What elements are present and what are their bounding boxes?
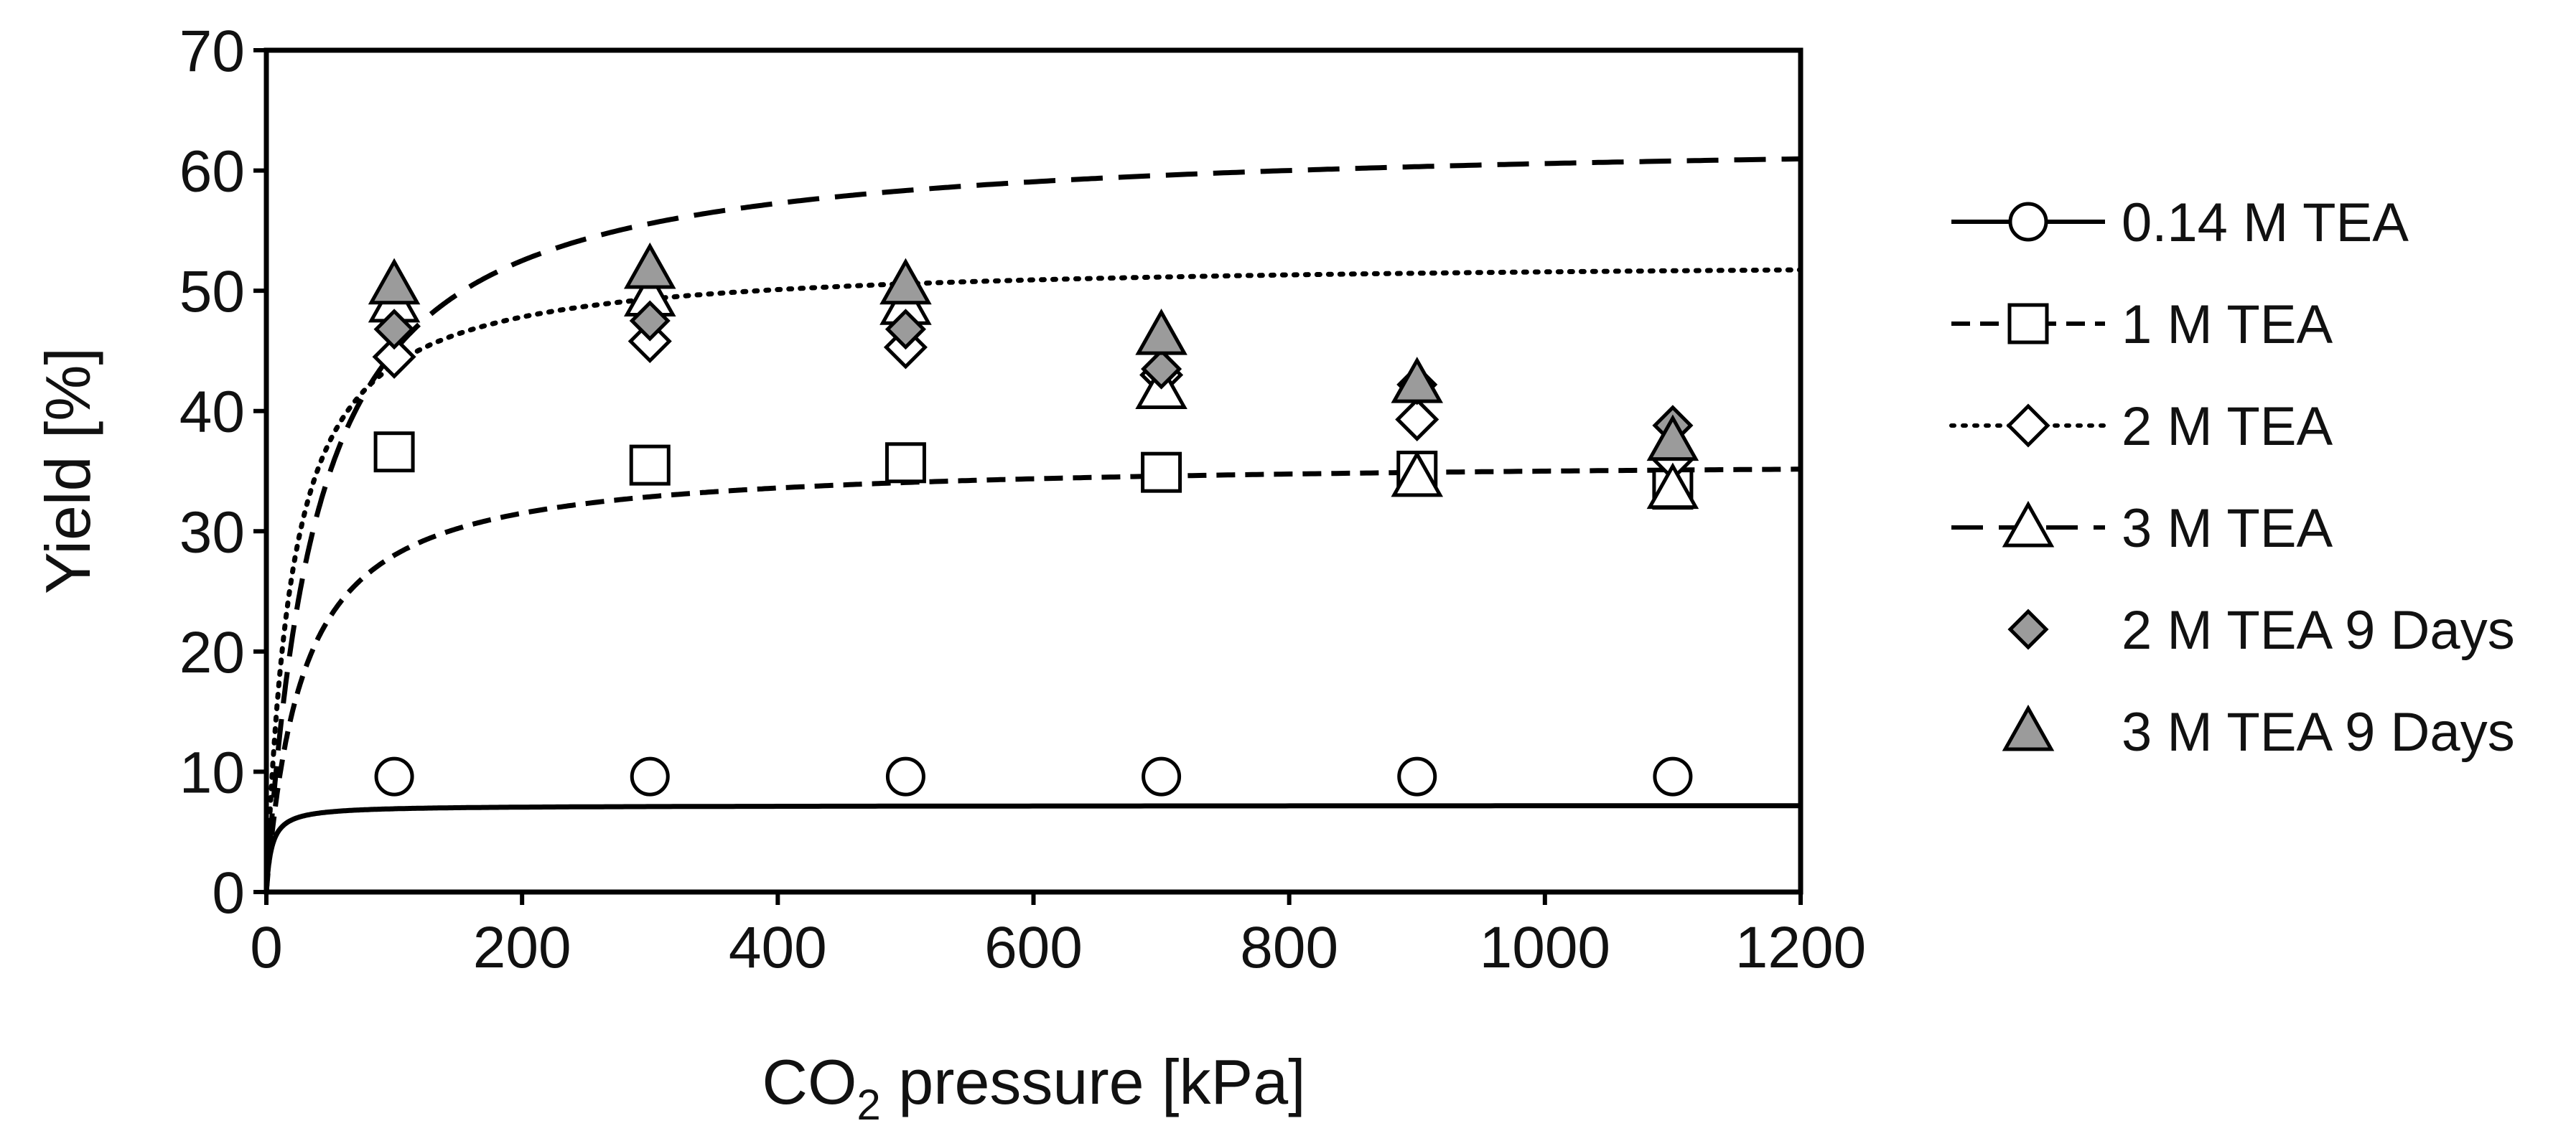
plot-layer <box>266 156 1801 892</box>
fit-line-3-m-tea <box>266 156 1801 892</box>
legend-label: 1 M TEA <box>2122 294 2333 355</box>
x-tick-label: 800 <box>1240 915 1338 980</box>
legend-item-3-m-tea-9-days: 3 M TEA 9 Days <box>2002 702 2515 763</box>
point-1-m-tea-3 <box>885 442 926 484</box>
fit-line-1-m-tea <box>266 466 1801 892</box>
legend-label: 2 M TEA 9 Days <box>2122 600 2515 661</box>
x-axis-title-rest: pressure [kPa] <box>881 1046 1306 1117</box>
y-tick-label: 60 <box>179 139 245 205</box>
y-tick-label: 50 <box>179 259 245 324</box>
point-2-m-tea-9-days-2 <box>629 300 671 342</box>
x-tick-label: 400 <box>729 915 827 980</box>
x-tick-label: 200 <box>473 915 571 980</box>
y-tick-label: 70 <box>179 19 245 84</box>
legend-marker <box>2008 202 2048 242</box>
legend-item-2-m-tea: 2 M TEA <box>1949 396 2333 457</box>
y-tick-label: 0 <box>212 860 245 926</box>
point-0-14-m-tea-4 <box>1142 756 1182 797</box>
y-tick-label: 40 <box>179 380 245 445</box>
x-tick-label: 1000 <box>1480 915 1610 980</box>
legend-marker <box>2007 609 2049 650</box>
point-2-m-tea-9-days-1 <box>373 309 415 350</box>
y-axis-title: Yield [%] <box>32 347 103 594</box>
legend-item-2-m-tea-9-days: 2 M TEA 9 Days <box>2007 600 2515 661</box>
point-2-m-tea-1 <box>372 334 416 379</box>
legend-marker <box>2006 403 2050 448</box>
fit-line-0-14-m-tea <box>266 803 1801 892</box>
point-3-m-tea-9-days-1 <box>368 258 421 305</box>
x-tick-label: 600 <box>984 915 1083 980</box>
point-2-m-tea-9-days-4 <box>1141 348 1182 390</box>
point-0-14-m-tea-3 <box>885 756 925 797</box>
point-3-m-tea-9-days-5 <box>1391 357 1444 403</box>
point-1-m-tea-2 <box>629 444 671 486</box>
legend-marker <box>2002 704 2055 751</box>
legend: 0.14 M TEA 1 M TEA 2 M TEA 3 M TEA 2 M TEA 9… <box>1949 192 2515 763</box>
legend-item-0-14-m-tea: 0.14 M TEA <box>1951 192 2409 253</box>
point-2-m-tea-9-days-3 <box>885 309 926 350</box>
point-3-m-tea-9-days-2 <box>623 242 676 289</box>
point-0-14-m-tea-6 <box>1653 756 1693 797</box>
point-1-m-tea-1 <box>373 431 415 473</box>
point-0-14-m-tea-2 <box>630 756 670 797</box>
legend-label: 2 M TEA <box>2122 396 2333 457</box>
point-3-m-tea-9-days-3 <box>879 258 932 305</box>
x-tick-label: 1200 <box>1735 915 1866 980</box>
x-axis-title-subscript: 2 <box>857 1081 880 1129</box>
y-tick-label: 10 <box>179 740 245 805</box>
point-0-14-m-tea-5 <box>1397 756 1437 797</box>
point-3-m-tea-6 <box>1646 462 1699 510</box>
legend-item-1-m-tea: 1 M TEA <box>1951 294 2333 355</box>
legend-marker <box>2007 303 2049 344</box>
point-3-m-tea-5 <box>1391 450 1444 497</box>
legend-label: 0.14 M TEA <box>2122 192 2409 253</box>
point-3-m-tea-9-days-4 <box>1135 309 1187 355</box>
x-tick-label: 0 <box>250 915 283 980</box>
fit-line-2-m-tea <box>266 267 1801 892</box>
point-3-m-tea-9-days-6 <box>1646 414 1699 461</box>
y-tick-label: 20 <box>179 620 245 685</box>
x-axis-title-main: CO <box>762 1046 857 1117</box>
x-axis-title: CO2 pressure [kPa] <box>762 1046 1305 1129</box>
point-0-14-m-tea-1 <box>374 756 414 797</box>
legend-marker <box>2002 500 2055 548</box>
legend-label: 3 M TEA 9 Days <box>2122 702 2515 763</box>
point-2-m-tea-5 <box>1395 397 1439 441</box>
point-1-m-tea-4 <box>1141 451 1182 493</box>
axis-layer: 0 200 400 600 800 1000 1200 0 10 20 30 40 50 60 70 <box>179 19 1866 980</box>
y-tick-label: 30 <box>179 499 245 565</box>
legend-label: 3 M TEA <box>2122 498 2333 559</box>
legend-item-3-m-tea: 3 M TEA <box>1951 498 2333 559</box>
